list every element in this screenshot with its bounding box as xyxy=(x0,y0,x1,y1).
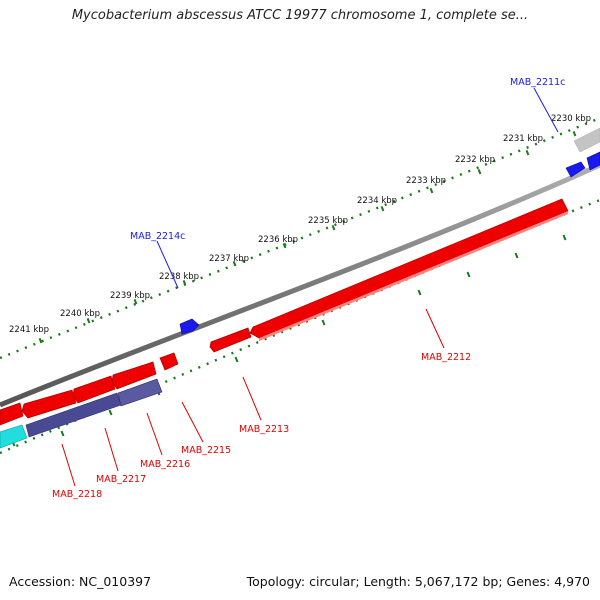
tick-2240 xyxy=(86,318,91,324)
tick-2239 xyxy=(133,299,138,305)
tick-2238 xyxy=(182,280,187,286)
inner-lane-genes xyxy=(0,378,163,449)
tick-2241 xyxy=(38,338,43,344)
leader-mab-2216 xyxy=(146,412,163,456)
tick-2235 xyxy=(331,225,336,231)
gene-label-mab-2218[interactable]: MAB_2218 xyxy=(52,489,102,500)
inner-tick xyxy=(562,234,567,241)
leader-mab-2212 xyxy=(425,308,445,349)
inner-tick xyxy=(108,409,113,416)
inner-tick xyxy=(234,356,239,363)
gene-label-mab-2216[interactable]: MAB_2216 xyxy=(140,459,190,470)
forward-genes xyxy=(0,198,569,426)
inner-tick xyxy=(514,252,519,259)
gene-blue-small[interactable] xyxy=(565,161,586,178)
scale-label-2241: 2241 kbp xyxy=(9,325,49,335)
tick-2236 xyxy=(282,243,287,249)
tick-2232 xyxy=(477,169,482,175)
inner-major-ticks xyxy=(11,234,567,447)
inner-tick xyxy=(321,319,326,326)
gene-label-leaders xyxy=(61,87,559,487)
gene-label-mab-2214c[interactable]: MAB_2214c xyxy=(130,231,185,242)
gene-red-left-edge[interactable] xyxy=(0,402,24,426)
gene-labels: MAB_2211c MAB_2214c MAB_2212 MAB_2213 MA… xyxy=(52,77,565,500)
gene-mab-2218[interactable] xyxy=(21,389,77,419)
gene-mab-2215[interactable] xyxy=(159,352,179,371)
scale-label-2233: 2233 kbp xyxy=(406,176,446,186)
scale-label-2232: 2232 kbp xyxy=(455,155,495,165)
gene-label-mab-2213[interactable]: MAB_2213 xyxy=(239,424,289,435)
scale-label-2234: 2234 kbp xyxy=(357,196,397,206)
reverse-genes xyxy=(179,151,600,335)
tick-2231 xyxy=(525,150,530,156)
scale-label-2239: 2239 kbp xyxy=(110,291,150,301)
leader-mab-2211c xyxy=(533,87,559,133)
scale-label-2240: 2240 kbp xyxy=(60,309,100,319)
outer-tick-labels: 2230 kbp 2231 kbp 2232 kbp 2233 kbp 2234… xyxy=(9,114,591,335)
gene-mab-2211c[interactable] xyxy=(586,151,600,171)
gene-cyan[interactable] xyxy=(0,424,28,449)
gene-slate-b[interactable] xyxy=(117,378,163,407)
scale-label-2231: 2231 kbp xyxy=(503,134,543,144)
gene-mab-2214c[interactable] xyxy=(179,318,200,335)
leader-mab-2217 xyxy=(104,427,119,472)
leader-mab-2215 xyxy=(181,401,204,443)
inner-tick xyxy=(417,289,422,296)
gene-mab-2212[interactable] xyxy=(249,198,569,339)
outer-scale-ring: 2230 kbp 2231 kbp 2232 kbp 2233 kbp 2234… xyxy=(0,114,600,360)
genome-summary-text: Topology: circular; Length: 5,067,172 bp… xyxy=(246,574,590,589)
gene-label-mab-2211c[interactable]: MAB_2211c xyxy=(510,77,565,88)
outer-scale-dots xyxy=(0,116,600,360)
gene-label-mab-2217[interactable]: MAB_2217 xyxy=(96,474,146,485)
gene-mab-2213[interactable] xyxy=(209,327,252,353)
tick-2230 xyxy=(572,131,577,137)
gene-label-mab-2212[interactable]: MAB_2212 xyxy=(421,352,471,363)
gene-label-mab-2215[interactable]: MAB_2215 xyxy=(181,445,231,456)
scale-label-2238: 2238 kbp xyxy=(159,272,199,282)
gene-pseudo-gray[interactable] xyxy=(573,127,600,153)
outer-major-ticks xyxy=(38,131,577,344)
tick-2233 xyxy=(429,188,434,194)
gene-mab-2212-shade xyxy=(259,211,568,341)
accession-text: Accession: NC_010397 xyxy=(9,574,152,589)
scale-label-2236: 2236 kbp xyxy=(258,235,298,245)
inner-tick xyxy=(466,271,471,278)
tick-2234 xyxy=(380,206,385,212)
scale-label-2230: 2230 kbp xyxy=(551,114,591,124)
leader-mab-2218 xyxy=(61,443,76,487)
leader-mab-2214c xyxy=(156,240,179,289)
scale-label-2237: 2237 kbp xyxy=(209,254,249,264)
scale-label-2235: 2235 kbp xyxy=(308,216,348,226)
map-title: Mycobacterium abscessus ATCC 19977 chrom… xyxy=(71,8,529,23)
inner-tick xyxy=(60,430,65,437)
chromosome-backbone xyxy=(0,162,600,408)
leader-mab-2213 xyxy=(242,376,262,421)
tick-2237 xyxy=(232,261,237,267)
